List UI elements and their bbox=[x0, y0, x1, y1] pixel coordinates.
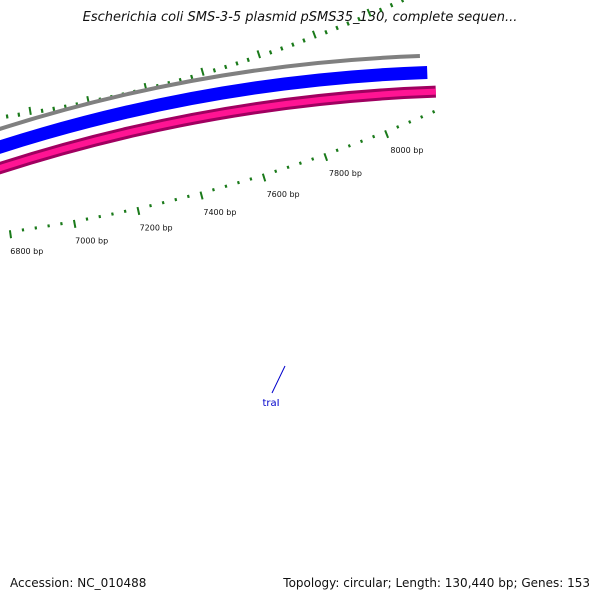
backbone-ring bbox=[0, 54, 420, 132]
outer-minor-tick bbox=[335, 25, 339, 31]
gene-leader-line bbox=[271, 365, 286, 394]
ruler-minor-tick bbox=[174, 197, 178, 202]
outer-minor-tick bbox=[302, 38, 306, 43]
outer-minor-tick bbox=[40, 108, 44, 113]
ruler-minor-tick bbox=[286, 165, 290, 170]
ruler-minor-tick bbox=[335, 148, 339, 153]
outer-minor-tick bbox=[400, 0, 405, 3]
outer-minor-tick bbox=[357, 16, 361, 22]
outer-minor-tick bbox=[5, 114, 9, 119]
bp-position-label: 7200 bp bbox=[140, 224, 173, 233]
ruler-major-tick bbox=[323, 152, 329, 162]
reverse-strand-track[interactable] bbox=[0, 88, 436, 229]
ruler-minor-tick bbox=[211, 187, 215, 192]
bp-position-label: 6800 bp bbox=[10, 247, 43, 256]
outer-major-tick bbox=[28, 106, 32, 115]
gene-label-trai[interactable]: traI bbox=[262, 398, 279, 409]
bp-position-label: 7400 bp bbox=[203, 208, 236, 217]
outer-minor-tick bbox=[235, 61, 239, 66]
ruler-minor-tick bbox=[161, 200, 165, 205]
ruler-minor-tick bbox=[249, 177, 253, 181]
ruler-minor-tick bbox=[274, 169, 278, 174]
outer-minor-tick bbox=[346, 21, 350, 26]
outer-minor-tick bbox=[190, 74, 194, 80]
accession-label: Accession: NC_010488 bbox=[10, 576, 147, 590]
outer-major-tick bbox=[200, 67, 205, 76]
ruler-minor-tick bbox=[298, 161, 302, 165]
outer-minor-tick bbox=[246, 57, 250, 63]
outer-minor-tick bbox=[378, 7, 383, 13]
ruler-major-tick bbox=[8, 230, 13, 239]
outer-minor-tick bbox=[291, 42, 295, 47]
ruler-minor-tick bbox=[60, 222, 63, 226]
bp-position-label: 7800 bp bbox=[329, 169, 362, 178]
outer-minor-tick bbox=[324, 29, 328, 35]
outer-minor-tick bbox=[52, 106, 56, 111]
ruler-major-tick bbox=[136, 206, 141, 216]
ruler-major-tick bbox=[384, 130, 390, 139]
bp-position-label: 7600 bp bbox=[267, 190, 300, 199]
outer-minor-tick bbox=[268, 50, 273, 55]
ruler-minor-tick bbox=[123, 209, 127, 214]
outer-major-tick bbox=[366, 8, 372, 17]
ruler-minor-tick bbox=[111, 212, 114, 216]
ruler-minor-tick bbox=[372, 134, 376, 139]
ruler-minor-tick bbox=[98, 214, 102, 219]
outer-minor-tick bbox=[17, 112, 21, 117]
topology-summary: Topology: circular; Length: 130,440 bp; … bbox=[283, 576, 590, 590]
ruler-major-tick bbox=[72, 219, 77, 229]
ruler-minor-tick bbox=[396, 125, 400, 129]
outer-minor-tick bbox=[280, 46, 284, 51]
ruler-major-tick bbox=[261, 173, 267, 182]
ruler-minor-tick bbox=[347, 144, 351, 148]
bp-position-label: 7000 bp bbox=[75, 237, 108, 246]
outer-minor-tick bbox=[224, 64, 228, 70]
ruler-minor-tick bbox=[149, 203, 152, 208]
ruler-minor-tick bbox=[311, 157, 315, 161]
outer-major-tick bbox=[311, 30, 317, 39]
map-title: Escherichia coli SMS-3-5 plasmid pSMS35_… bbox=[82, 10, 518, 25]
ruler-minor-tick bbox=[236, 180, 240, 185]
ruler-minor-tick bbox=[408, 120, 412, 124]
outer-major-tick bbox=[256, 50, 261, 59]
ruler-minor-tick bbox=[186, 194, 190, 199]
ruler-minor-tick bbox=[431, 109, 436, 114]
bp-ruler-ticks bbox=[8, 109, 436, 239]
outer-minor-tick bbox=[389, 2, 394, 8]
forward-strand-track[interactable] bbox=[0, 65, 428, 208]
ruler-minor-tick bbox=[85, 217, 89, 221]
bp-position-label: 8000 bp bbox=[390, 146, 423, 155]
ruler-minor-tick bbox=[359, 139, 364, 144]
ruler-minor-tick bbox=[224, 184, 228, 188]
ruler-major-tick bbox=[199, 191, 204, 200]
outer-minor-tick bbox=[212, 68, 217, 73]
ruler-minor-tick bbox=[420, 115, 424, 119]
